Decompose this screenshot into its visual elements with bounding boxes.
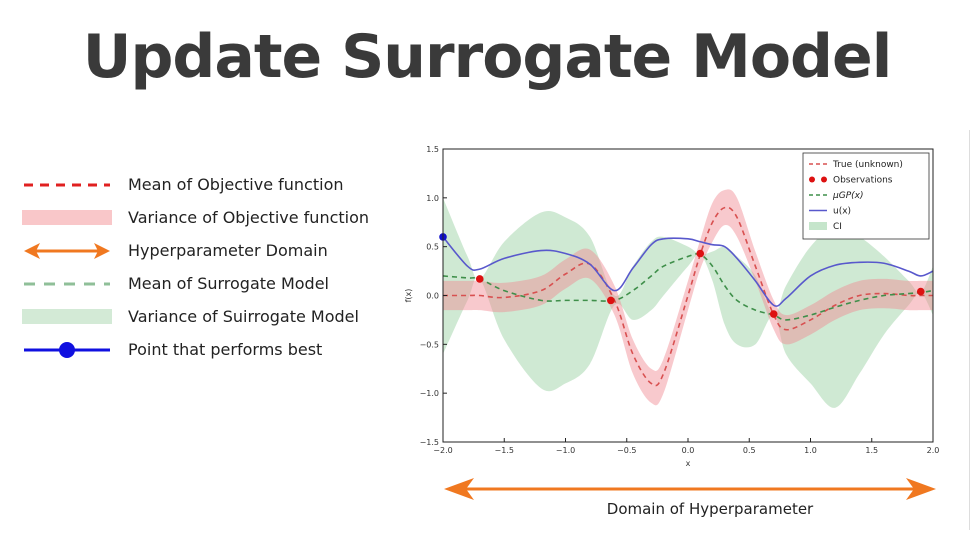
legend-label: Hyperparameter Domain bbox=[128, 241, 328, 260]
legend-row-objective-mean: Mean of Objective function bbox=[22, 172, 412, 198]
observation-point bbox=[916, 287, 925, 296]
x-tick-label: −1.0 bbox=[556, 446, 575, 455]
legend-label: Variance of Suirrogate Model bbox=[128, 307, 359, 326]
divider bbox=[969, 130, 970, 530]
red-band-icon bbox=[22, 210, 112, 225]
x-tick-label: 2.0 bbox=[927, 446, 940, 455]
chart-legend-label: True (unknown) bbox=[832, 160, 903, 170]
chart-legend-label: μGP(x) bbox=[832, 191, 863, 201]
gp-mean-line bbox=[442, 253, 934, 321]
observation-point bbox=[769, 310, 778, 318]
page-title: Update Surrogate Model bbox=[82, 22, 893, 92]
legend-label: Variance of Objective function bbox=[128, 208, 370, 227]
y-tick-label: 0.5 bbox=[426, 243, 439, 252]
observation-point bbox=[696, 249, 705, 258]
y-tick-label: 1.5 bbox=[426, 145, 439, 154]
legend-swatch-obs bbox=[809, 176, 815, 183]
observation-point bbox=[607, 296, 615, 305]
y-tick-label: −1.5 bbox=[420, 438, 439, 447]
legend-row-surrogate-variance: Variance of Suirrogate Model bbox=[22, 304, 412, 330]
legend-row-surrogate-mean: Mean of Surrogate Model bbox=[22, 271, 412, 297]
blue-dot-line-icon bbox=[24, 342, 110, 358]
legend-row-objective-variance: Variance of Objective function bbox=[22, 205, 412, 231]
green-band-icon bbox=[22, 309, 112, 324]
x-tick-label: 0.5 bbox=[743, 446, 756, 455]
x-tick-label: 0.0 bbox=[682, 446, 695, 455]
observation-point bbox=[475, 275, 484, 283]
legend-swatch-obs bbox=[821, 176, 827, 183]
x-tick-label: −1.5 bbox=[495, 446, 514, 455]
legend-swatch-ci bbox=[809, 222, 827, 230]
y-tick-label: −1.0 bbox=[420, 389, 439, 398]
domain-double-arrow-icon bbox=[444, 478, 936, 500]
chart-legend-label: u(x) bbox=[833, 207, 851, 217]
legend-label: Mean of Surrogate Model bbox=[128, 274, 329, 293]
chart-legend-label: CI bbox=[833, 222, 842, 232]
y-axis-label: f(x) bbox=[404, 289, 413, 303]
legend-label: Mean of Objective function bbox=[128, 175, 344, 194]
x-tick-label: 1.5 bbox=[865, 446, 878, 455]
x-tick-label: 1.0 bbox=[804, 446, 817, 455]
ci-band bbox=[443, 197, 933, 408]
legend-label: Point that performs best bbox=[128, 340, 323, 359]
y-tick-label: 1.0 bbox=[426, 194, 439, 203]
true-function-line bbox=[443, 206, 933, 387]
domain-label: Domain of Hyperparameter bbox=[606, 500, 814, 518]
y-tick-label: −0.5 bbox=[420, 340, 439, 349]
red-dashed-line-icon bbox=[24, 183, 110, 187]
double-arrow-icon bbox=[24, 243, 110, 259]
green-dashed-line-icon bbox=[24, 282, 110, 286]
u-line bbox=[442, 236, 934, 307]
x-tick-label: −2.0 bbox=[433, 446, 452, 455]
legend-row-best-point: Point that performs best bbox=[22, 337, 412, 363]
x-tick-label: −0.5 bbox=[617, 446, 636, 455]
legend-row-domain: Hyperparameter Domain bbox=[22, 238, 412, 264]
gp-chart: −2.0 −1.5 −1.0 −0.5 0.0 0.5 1.0 1.5 2.01.51.00.5… bbox=[404, 145, 940, 468]
x-axis-label: x bbox=[686, 459, 691, 468]
chart-legend-label: Observations bbox=[833, 176, 893, 186]
y-tick-label: 0.0 bbox=[426, 292, 439, 301]
